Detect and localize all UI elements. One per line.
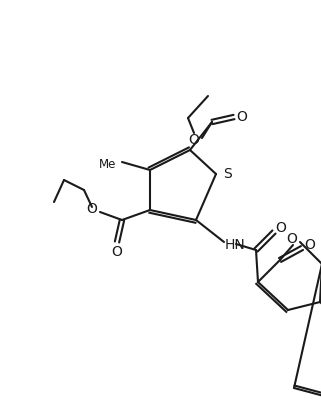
Text: S: S [223,167,232,181]
Text: O: O [275,221,286,235]
Text: O: O [87,202,98,216]
Text: O: O [237,110,247,124]
Text: HN: HN [225,238,246,252]
Text: Me: Me [99,158,116,171]
Text: O: O [188,133,199,147]
Text: O: O [287,232,298,246]
Text: O: O [305,238,316,252]
Text: O: O [112,245,122,259]
